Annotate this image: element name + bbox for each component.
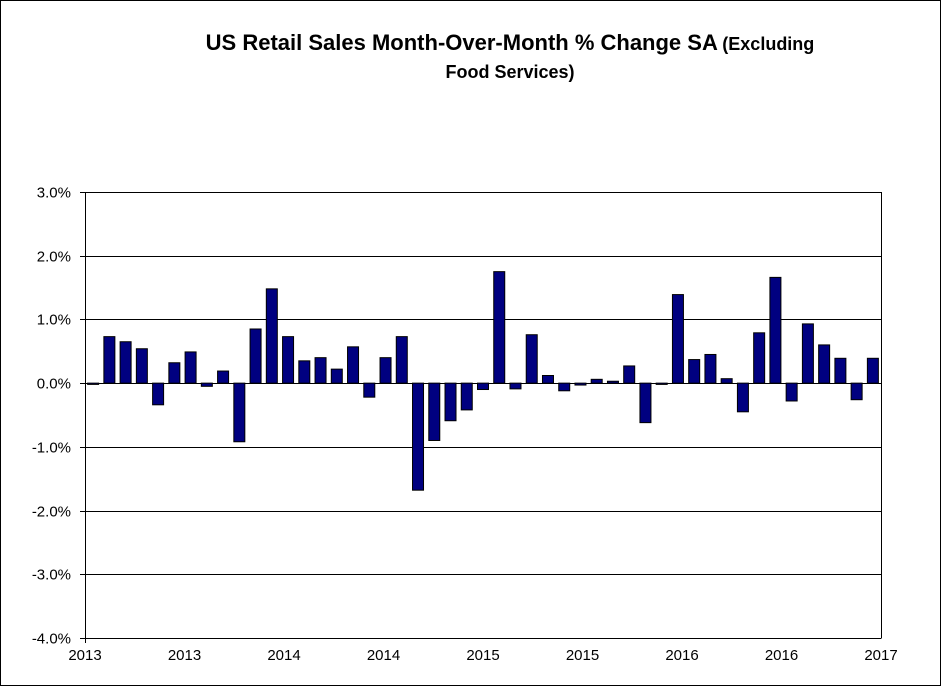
bar <box>493 271 506 384</box>
bar <box>460 382 473 411</box>
bar <box>119 341 132 384</box>
bar <box>363 382 376 398</box>
bar <box>233 382 246 443</box>
axes <box>80 192 882 643</box>
bar <box>541 375 554 384</box>
x-tick-label: 2014 <box>367 647 400 664</box>
bar <box>623 365 636 384</box>
bar <box>574 382 587 386</box>
bar <box>395 336 408 384</box>
y-tick-label: -1.0% <box>32 440 71 457</box>
bar <box>801 323 814 384</box>
x-tick-label: 2015 <box>566 647 599 664</box>
bars <box>87 271 879 491</box>
gridlines <box>85 256 881 575</box>
bar <box>590 378 603 384</box>
bar <box>249 328 262 384</box>
bar <box>200 382 213 387</box>
bar <box>330 368 343 384</box>
bar <box>704 353 717 384</box>
bar <box>866 357 879 384</box>
bar <box>103 336 116 384</box>
tick-labels: 3.0%2.0%1.0%0.0%-1.0%-2.0%-3.0%-4.0%2013… <box>32 185 898 665</box>
bar <box>850 382 863 401</box>
y-tick-label: 2.0% <box>37 249 71 266</box>
bar <box>265 288 278 384</box>
chart-title: US Retail Sales Month-Over-Month % Chang… <box>100 30 920 87</box>
chart-title-main: US Retail Sales Month-Over-Month % Chang… <box>205 30 718 55</box>
bar <box>736 382 749 413</box>
bar <box>509 382 522 390</box>
bar <box>379 357 392 384</box>
bar <box>135 348 148 384</box>
x-tick-label: 2013 <box>168 647 201 664</box>
bar <box>818 344 831 384</box>
chart-subtitle-part2: Food Services) <box>445 62 575 82</box>
bar <box>314 357 327 384</box>
x-tick-label: 2015 <box>466 647 499 664</box>
y-tick-label: -4.0% <box>32 631 71 648</box>
bar <box>525 334 538 384</box>
bar <box>753 332 766 384</box>
bar <box>720 378 733 384</box>
bar <box>558 382 571 392</box>
x-tick-label: 2016 <box>765 647 798 664</box>
bar <box>282 336 295 384</box>
y-tick-label: 1.0% <box>37 312 71 329</box>
bar <box>168 362 181 384</box>
x-tick-label: 2014 <box>267 647 300 664</box>
bar <box>217 370 230 384</box>
bar <box>347 346 360 384</box>
bar <box>184 351 197 384</box>
bar <box>769 276 782 384</box>
bar <box>785 382 798 402</box>
bar <box>606 380 619 384</box>
y-tick-label: 0.0% <box>37 376 71 393</box>
bar <box>444 382 457 422</box>
x-tick-label: 2017 <box>864 647 897 664</box>
bar <box>477 382 489 391</box>
y-tick-label: 3.0% <box>37 185 71 202</box>
bar <box>152 382 165 406</box>
bar <box>298 360 311 384</box>
x-tick-label: 2013 <box>68 647 101 664</box>
bar <box>639 382 652 424</box>
x-tick-label: 2016 <box>665 647 698 664</box>
bar <box>412 382 425 491</box>
bar <box>834 357 847 384</box>
bar <box>87 382 100 385</box>
bar <box>428 382 441 441</box>
bar <box>671 294 684 384</box>
bar <box>688 359 701 384</box>
chart-subtitle-part1: (Excluding <box>722 34 815 54</box>
bar <box>655 382 668 385</box>
y-tick-label: -2.0% <box>32 504 71 521</box>
y-tick-label: -3.0% <box>32 567 71 584</box>
